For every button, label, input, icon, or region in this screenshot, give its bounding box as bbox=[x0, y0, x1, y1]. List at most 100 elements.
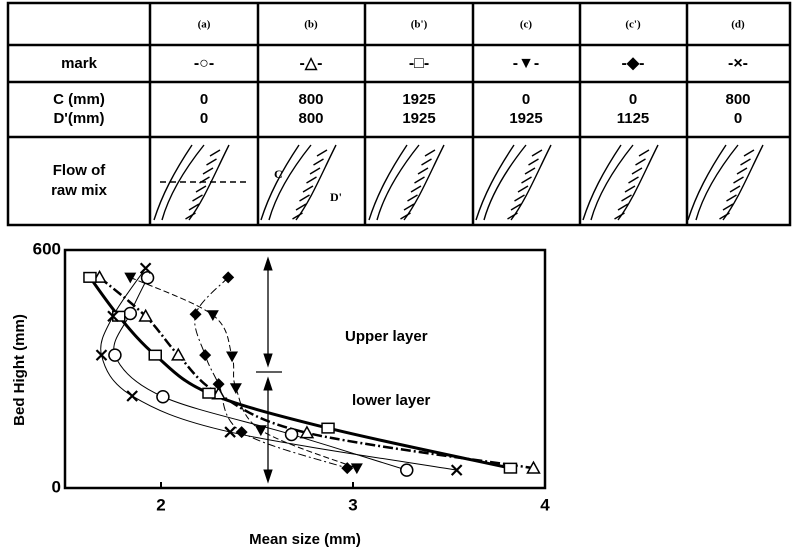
hatch bbox=[185, 212, 196, 220]
column-header: (a) bbox=[198, 19, 211, 31]
marker bbox=[199, 349, 212, 362]
hatch bbox=[531, 149, 543, 157]
hatch bbox=[188, 203, 200, 211]
hatch bbox=[517, 185, 529, 193]
table-value: 1925 bbox=[509, 110, 542, 127]
table-value: 1125 bbox=[617, 110, 650, 127]
hatch bbox=[316, 149, 328, 157]
table-value: 0 bbox=[734, 110, 742, 127]
hatch bbox=[299, 194, 310, 202]
hatch bbox=[292, 212, 303, 220]
row-label: D'(mm) bbox=[53, 110, 104, 127]
wall bbox=[695, 144, 739, 221]
marker bbox=[189, 308, 202, 321]
dimension-label: D' bbox=[330, 190, 342, 204]
x-tick-label: 3 bbox=[348, 495, 357, 514]
flow-sketches: C D' bbox=[153, 144, 764, 221]
x-tick-label: 4 bbox=[540, 495, 550, 514]
marker bbox=[450, 464, 463, 476]
marker bbox=[212, 378, 225, 391]
table-value: 1925 bbox=[402, 110, 435, 127]
hatch bbox=[309, 167, 321, 175]
marker bbox=[202, 387, 216, 399]
x-axis-label: Mean size (mm) bbox=[249, 531, 361, 548]
marker bbox=[139, 262, 152, 275]
marker bbox=[148, 349, 162, 361]
series-line bbox=[98, 276, 534, 470]
hatch bbox=[521, 176, 532, 184]
marker bbox=[503, 462, 518, 474]
mark-symbol: -◆- bbox=[622, 55, 645, 72]
hatch bbox=[740, 158, 751, 166]
marker bbox=[206, 310, 219, 322]
hatch bbox=[202, 167, 214, 175]
marker bbox=[229, 383, 242, 395]
hatch bbox=[743, 149, 755, 157]
hatch bbox=[306, 176, 317, 184]
hatch bbox=[528, 158, 539, 166]
series-line bbox=[100, 267, 457, 471]
table-value: 0 bbox=[522, 91, 530, 108]
hatch bbox=[206, 158, 217, 166]
hatch bbox=[295, 203, 307, 211]
table-value: 800 bbox=[725, 91, 750, 108]
table-value: 0 bbox=[629, 91, 637, 108]
hatch bbox=[729, 185, 741, 193]
hatch bbox=[417, 167, 429, 175]
wall bbox=[483, 144, 527, 221]
y-axis-label: Bed Hight (mm) bbox=[11, 314, 28, 426]
mark-symbol: -×- bbox=[728, 55, 748, 72]
hatch bbox=[614, 212, 625, 220]
hatch bbox=[733, 176, 744, 184]
table-value: 1925 bbox=[402, 91, 435, 108]
mark-symbol: -○- bbox=[194, 55, 214, 72]
hatch bbox=[414, 176, 425, 184]
hatch bbox=[719, 212, 730, 220]
column-header: (c) bbox=[520, 19, 533, 31]
column-header: (b') bbox=[411, 19, 428, 31]
series-line bbox=[130, 276, 358, 469]
mark-symbol: -□- bbox=[409, 55, 429, 72]
hatch bbox=[507, 212, 518, 220]
hatch bbox=[424, 149, 436, 157]
x-tick-label: 2 bbox=[156, 495, 165, 514]
hatch bbox=[524, 167, 536, 175]
hatch bbox=[192, 194, 203, 202]
marker bbox=[171, 347, 186, 361]
mark-symbol: -△- bbox=[300, 55, 323, 72]
hatch bbox=[209, 149, 221, 157]
hatch bbox=[631, 167, 643, 175]
flow-line bbox=[368, 144, 408, 221]
marker bbox=[226, 351, 239, 363]
hatch bbox=[510, 203, 522, 211]
wall bbox=[376, 144, 420, 221]
hatch bbox=[722, 203, 734, 211]
series-line bbox=[194, 277, 348, 469]
flow-line bbox=[153, 144, 193, 221]
annotation: lower layer bbox=[352, 392, 431, 409]
row-label: C (mm) bbox=[53, 91, 105, 108]
plot-frame bbox=[63, 248, 547, 490]
flow-line bbox=[582, 144, 622, 221]
hatch bbox=[621, 194, 632, 202]
series-line bbox=[88, 276, 511, 470]
hatch bbox=[400, 212, 411, 220]
marker bbox=[254, 425, 267, 437]
marker bbox=[222, 271, 235, 284]
wall bbox=[161, 144, 205, 221]
marker bbox=[321, 422, 335, 434]
hatch bbox=[624, 185, 636, 193]
marker bbox=[124, 272, 137, 284]
flow-line bbox=[260, 144, 300, 221]
y-tick-label: 600 bbox=[33, 239, 61, 258]
marker bbox=[112, 310, 126, 322]
y-tick-label: 0 bbox=[52, 477, 61, 496]
column-header: (b) bbox=[304, 19, 318, 31]
wall bbox=[590, 144, 634, 221]
hatch bbox=[410, 185, 422, 193]
marker bbox=[95, 349, 108, 361]
hatch bbox=[514, 194, 525, 202]
marker bbox=[224, 426, 236, 438]
table-frame bbox=[6, 1, 792, 227]
